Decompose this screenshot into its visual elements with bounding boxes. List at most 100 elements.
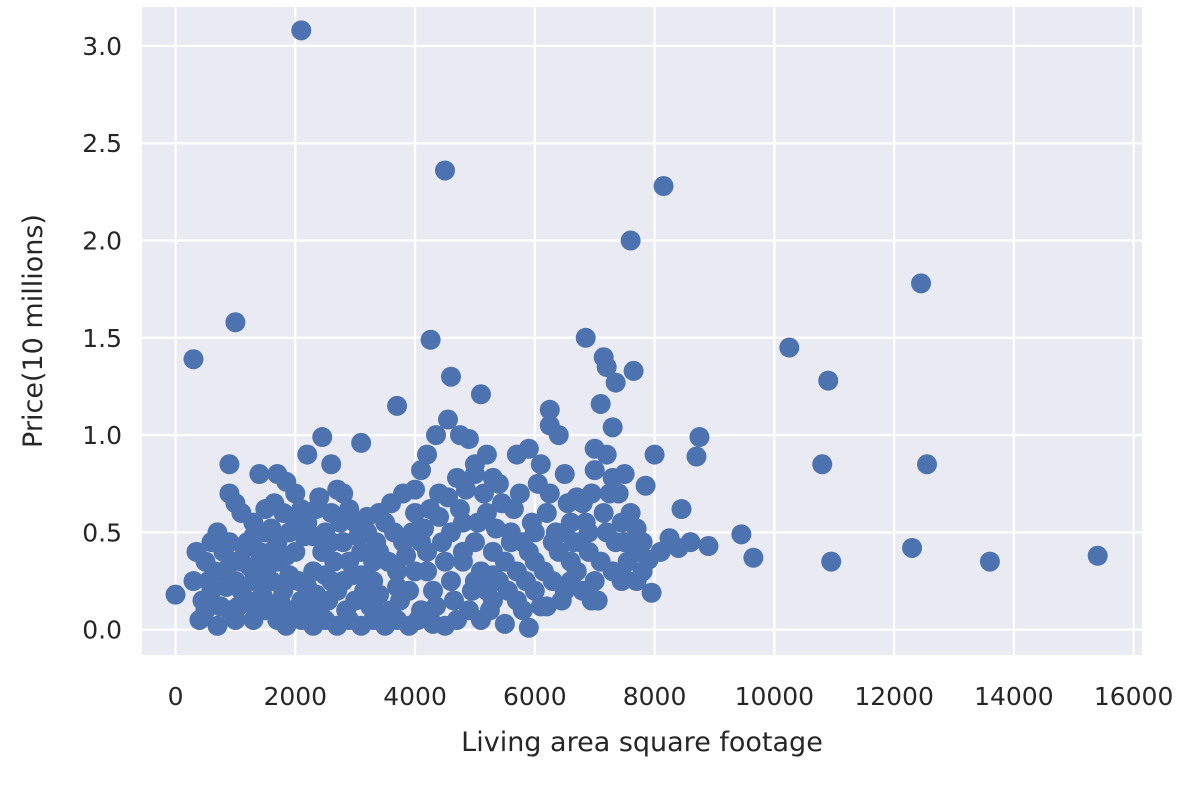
data-point: [593, 502, 614, 523]
data-point: [192, 590, 213, 611]
data-point: [429, 506, 450, 527]
data-point: [638, 549, 659, 570]
data-point: [491, 493, 512, 514]
data-point: [437, 487, 458, 508]
data-point: [581, 483, 602, 504]
data-point: [653, 176, 674, 197]
data-point: [818, 370, 839, 391]
y-tick-label: 2.0: [82, 227, 122, 256]
data-point: [698, 536, 719, 557]
data-point: [911, 273, 932, 294]
y-tick-label: 0.5: [82, 518, 122, 547]
data-point: [575, 512, 596, 533]
data-point: [440, 366, 461, 387]
data-point: [333, 532, 354, 553]
data-point: [545, 522, 566, 543]
data-point: [686, 446, 707, 467]
data-point: [210, 596, 231, 617]
data-point: [623, 360, 644, 381]
data-point: [446, 467, 467, 488]
data-point: [554, 464, 575, 485]
x-tick-label: 2000: [263, 682, 327, 711]
data-point: [482, 565, 503, 586]
data-point: [423, 613, 444, 634]
data-point: [605, 372, 626, 393]
data-point: [821, 551, 842, 572]
data-point: [186, 541, 207, 562]
x-tick-label: 14000: [974, 682, 1054, 711]
data-point: [405, 479, 426, 500]
data-point: [420, 329, 441, 350]
data-point: [518, 541, 539, 562]
data-point: [327, 615, 348, 636]
data-point: [321, 571, 342, 592]
x-tick-label: 16000: [1094, 682, 1174, 711]
data-point: [524, 522, 545, 543]
data-point: [165, 584, 186, 605]
data-point: [225, 312, 246, 333]
data-point: [351, 432, 372, 453]
data-point: [222, 551, 243, 572]
data-point: [587, 590, 608, 611]
data-point: [231, 580, 252, 601]
data-point: [183, 349, 204, 370]
x-tick-label: 4000: [383, 682, 447, 711]
data-point: [207, 615, 228, 636]
data-point: [500, 532, 521, 553]
data-point: [644, 444, 665, 465]
x-tick-label: 6000: [503, 682, 567, 711]
data-point: [339, 499, 360, 520]
data-point: [219, 454, 240, 475]
data-point: [575, 327, 596, 348]
data-point: [423, 580, 444, 601]
y-tick-label: 1.5: [82, 324, 122, 353]
data-point: [515, 571, 536, 592]
x-tick-label: 12000: [854, 682, 934, 711]
data-point: [902, 537, 923, 558]
data-point: [348, 526, 369, 547]
data-point: [246, 600, 267, 621]
data-point: [464, 464, 485, 485]
data-point: [602, 467, 623, 488]
data-point: [387, 395, 408, 416]
y-tick-label: 2.5: [82, 129, 122, 158]
data-point: [354, 580, 375, 601]
data-point: [485, 518, 506, 539]
data-point: [626, 518, 647, 539]
data-point: [470, 384, 491, 405]
data-point: [668, 537, 689, 558]
data-point: [605, 532, 626, 553]
data-point: [363, 551, 384, 572]
data-point: [512, 600, 533, 621]
data-point: [228, 596, 249, 617]
data-point: [261, 518, 282, 539]
data-point: [351, 615, 372, 636]
data-point: [282, 600, 303, 621]
data-point: [396, 545, 417, 566]
data-point: [288, 571, 309, 592]
data-point: [467, 512, 488, 533]
data-point: [518, 617, 539, 638]
data-point: [452, 551, 473, 572]
data-point: [255, 499, 276, 520]
data-point: [548, 425, 569, 446]
data-point: [443, 590, 464, 611]
data-point: [321, 454, 342, 475]
x-axis-label: Living area square footage: [461, 727, 823, 758]
data-point: [249, 464, 270, 485]
data-point: [979, 551, 1000, 572]
data-point: [584, 460, 605, 481]
data-point: [566, 487, 587, 508]
data-point: [426, 425, 447, 446]
data-point: [189, 609, 210, 630]
data-point: [378, 551, 399, 572]
y-tick-label: 1.0: [82, 421, 122, 450]
data-point: [779, 337, 800, 358]
data-point: [312, 427, 333, 448]
data-point: [426, 596, 447, 617]
data-point: [518, 438, 539, 459]
y-axis-label: Price(10 millions): [18, 214, 49, 448]
data-point: [285, 483, 306, 504]
data-point: [533, 561, 554, 582]
